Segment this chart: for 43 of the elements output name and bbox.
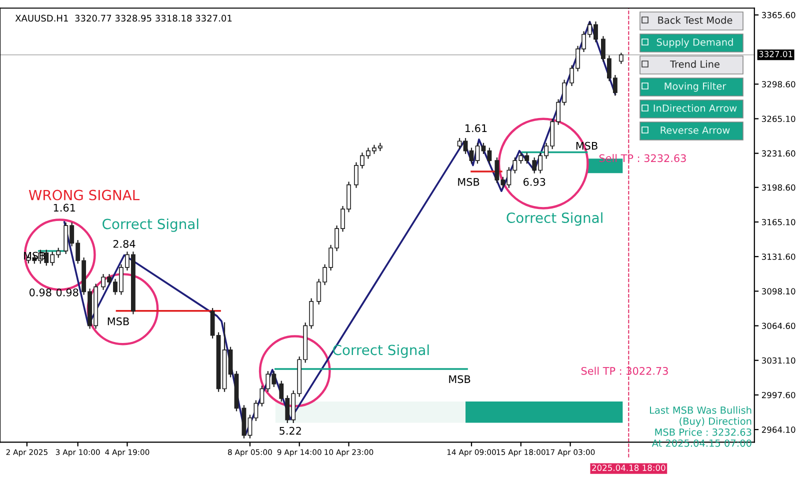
y-tick-label: 3231.60 bbox=[762, 150, 796, 157]
annotation: Reverse Arrow bbox=[660, 126, 730, 134]
annotation: 0.98 bbox=[56, 288, 78, 296]
annotation: 6.93 bbox=[523, 178, 546, 186]
annotation: Last MSB Was Bullish bbox=[650, 406, 752, 414]
candlestick bbox=[457, 137, 462, 150]
y-tick-label: 3098.10 bbox=[762, 288, 796, 294]
y-tick-label: 3365.60 bbox=[762, 12, 796, 18]
text: XAUUSD.H1 3320.77 3328.95 3318.18 3327.01 bbox=[15, 14, 232, 22]
y-tick-label: 3031.10 bbox=[762, 357, 796, 364]
annotation: Correct Signal bbox=[506, 212, 602, 226]
y-tick-label: 2964.10 bbox=[762, 426, 796, 433]
y-tick-label: 3064.60 bbox=[762, 322, 796, 330]
annotation: 2.84 bbox=[113, 240, 136, 248]
annotation: WRONG SIGNAL bbox=[28, 190, 140, 200]
annotation: Back Test Mode bbox=[658, 16, 732, 24]
y-tick-label: 2997.60 bbox=[762, 392, 796, 398]
ref-line-label: 2025.04.18 18:00 bbox=[592, 464, 666, 471]
annotation: 1.61 bbox=[466, 124, 487, 132]
annotation: Trend Line bbox=[670, 60, 720, 68]
annotation: InDirection Arrow bbox=[654, 104, 737, 112]
annotation: 1.61 bbox=[54, 204, 75, 212]
annotation: Moving Filter bbox=[664, 82, 726, 92]
y-tick-label: 3165.10 bbox=[762, 218, 796, 226]
ref-line-label: 3327.01 bbox=[759, 50, 792, 58]
candlestick bbox=[463, 137, 468, 154]
annotation: Correct Signal bbox=[102, 218, 198, 232]
y-tick-label: 3298.60 bbox=[762, 81, 796, 88]
candlestick bbox=[469, 147, 474, 164]
annotation: 0.98 bbox=[30, 288, 52, 296]
y-tick-label: 3265.10 bbox=[762, 116, 796, 122]
y-tick-label: 3131.60 bbox=[762, 254, 796, 260]
annotation: MSB bbox=[458, 178, 480, 186]
candlestick bbox=[618, 52, 624, 64]
annotation: 5.22 bbox=[280, 426, 301, 435]
y-tick-label: 3198.60 bbox=[762, 184, 796, 191]
candlestick bbox=[475, 142, 480, 164]
annotation: MSB bbox=[449, 375, 470, 384]
annotation: (Buy) Direction bbox=[680, 417, 752, 427]
annotation: MSB Price : 3232.63 bbox=[655, 428, 752, 436]
annotation: Supply Demand bbox=[656, 38, 733, 48]
annotation: MSB bbox=[108, 317, 129, 326]
annotation: Sell TP : 3022.73 bbox=[581, 366, 668, 375]
